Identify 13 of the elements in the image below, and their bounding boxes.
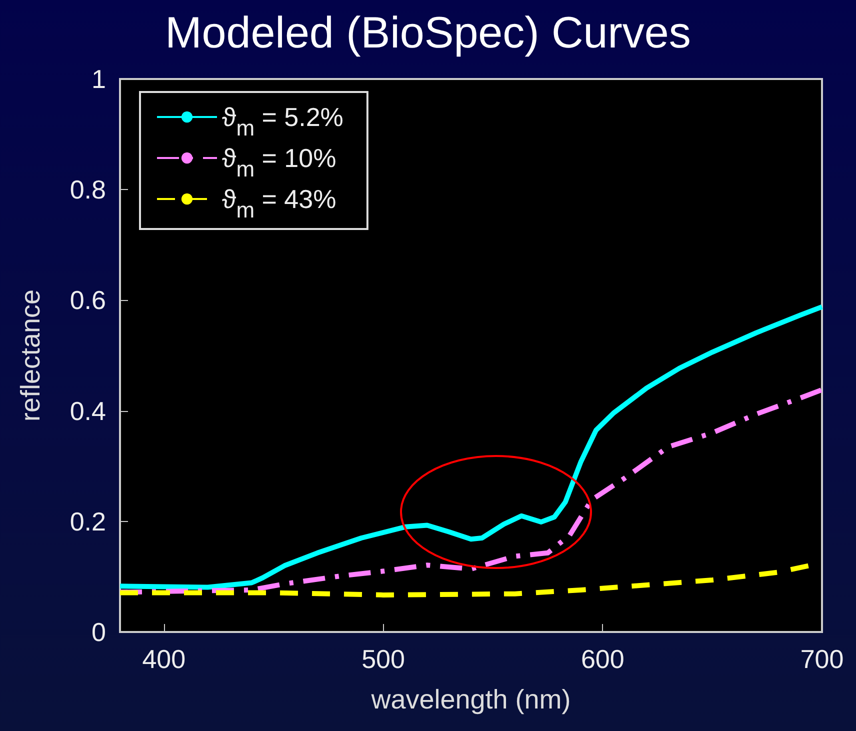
y-tick-label: 0.2 xyxy=(70,506,106,536)
y-tick-label: 0 xyxy=(92,617,106,647)
y-axis-title: reflectance xyxy=(16,289,46,422)
x-axis-title: wavelength (nm) xyxy=(370,684,571,714)
x-tick-label: 700 xyxy=(800,644,844,674)
chart-title: Modeled (BioSpec) Curves xyxy=(165,8,691,58)
x-tick-label: 400 xyxy=(142,644,186,674)
y-tick-label: 0.4 xyxy=(70,396,106,426)
y-tick-label: 1 xyxy=(92,64,106,94)
y-tick-label: 0.8 xyxy=(70,174,106,205)
y-tick-label: 0.6 xyxy=(70,285,106,316)
x-tick-label: 500 xyxy=(362,644,405,674)
x-tick-label: 600 xyxy=(580,644,624,674)
